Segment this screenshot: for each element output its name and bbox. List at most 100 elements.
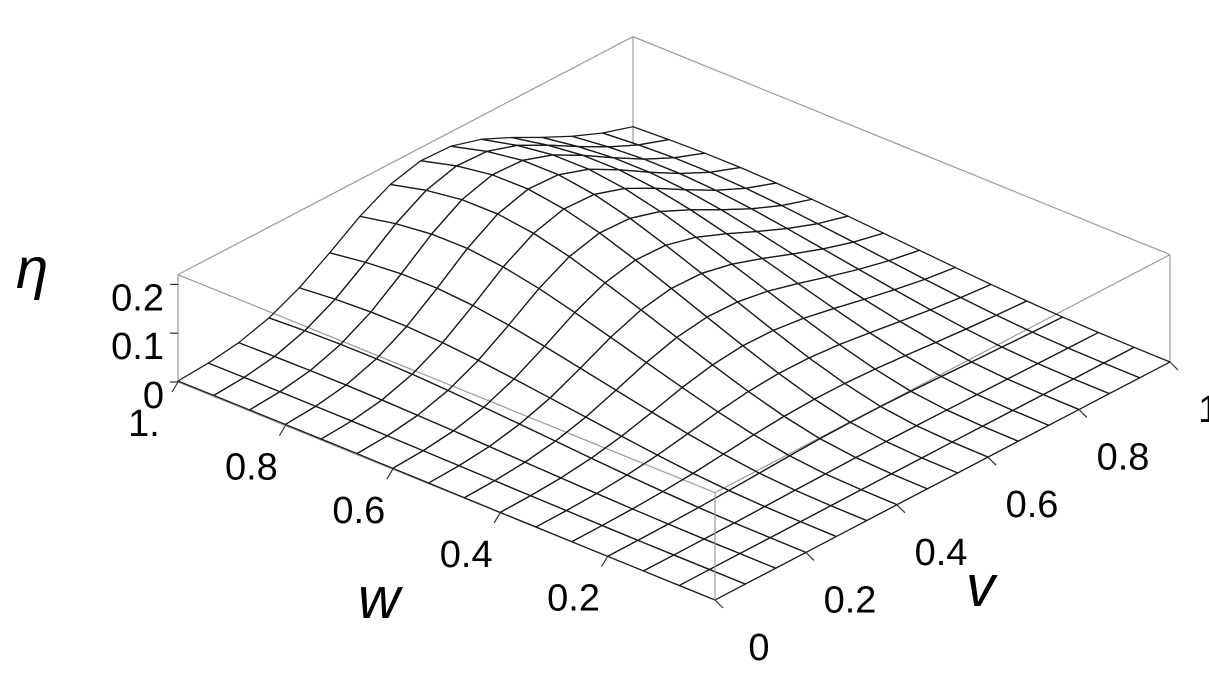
surface-patch xyxy=(416,389,485,432)
v-tick-label: 0 xyxy=(748,627,769,669)
v-tick-mark xyxy=(714,599,724,609)
surface-patch xyxy=(565,492,634,527)
surface-patch xyxy=(665,236,733,275)
w-tick-mark xyxy=(601,556,609,567)
surface-patch xyxy=(524,440,592,479)
w-tick-mark xyxy=(171,381,179,393)
surface-patch xyxy=(921,441,989,474)
surface-patch xyxy=(697,489,766,524)
surface-patch xyxy=(645,336,714,389)
surface-patch xyxy=(819,421,887,459)
surface-patch xyxy=(320,420,388,455)
v-tick-mark xyxy=(805,551,815,561)
surface-patch xyxy=(695,233,763,265)
surface-patch xyxy=(827,268,896,300)
surface-patch xyxy=(679,171,747,191)
surface-patch xyxy=(742,329,810,375)
v-tick-mark xyxy=(896,504,906,514)
surface-patch xyxy=(904,341,973,378)
surface-patch xyxy=(579,336,648,391)
surface-patch xyxy=(849,405,918,443)
eta-tick-label: 0 xyxy=(143,375,164,417)
surface-patch xyxy=(824,456,893,491)
v-tick-label: 1. xyxy=(1198,389,1209,431)
surface-patch xyxy=(499,495,568,528)
eta-tick-label: 0.2 xyxy=(111,277,164,319)
surface-patch xyxy=(436,247,504,307)
surface-patch xyxy=(676,316,744,366)
surface-patch xyxy=(970,346,1039,380)
surface-patch xyxy=(758,455,827,491)
x-axis-label: w xyxy=(358,566,403,631)
v-tick-label: 0.6 xyxy=(1006,484,1059,526)
surface-patch xyxy=(571,132,640,148)
surface-patch xyxy=(780,198,849,225)
surface-patch xyxy=(620,411,689,456)
surface-patch xyxy=(717,390,785,436)
surface-patch xyxy=(535,509,603,543)
surface-patch xyxy=(813,382,882,423)
surface-patch xyxy=(797,276,865,310)
surface-mesh xyxy=(177,126,1171,601)
surface-patch xyxy=(708,552,777,585)
surface-patch xyxy=(1012,393,1080,426)
surface-patch xyxy=(601,508,669,541)
surface-patch xyxy=(951,425,1019,458)
surface-patch xyxy=(648,171,717,191)
surface-patch xyxy=(243,355,311,393)
surface-patch xyxy=(791,248,860,278)
surface-patch xyxy=(585,389,653,437)
surface-patch xyxy=(1103,346,1171,379)
surface-patch xyxy=(466,213,535,268)
surface-patch xyxy=(598,217,667,261)
tick-labels: 1.0.80.60.40.200.20.40.60.81.00.10.2 xyxy=(111,277,1209,669)
surface-patch xyxy=(976,378,1044,412)
surface-patch xyxy=(248,391,317,426)
surface-patch xyxy=(778,357,846,400)
surface-patch xyxy=(392,450,460,484)
surface-patch xyxy=(799,505,868,538)
surface-patch xyxy=(656,433,725,474)
w-tick-label: 0.6 xyxy=(332,490,385,532)
surface-patch xyxy=(643,157,711,175)
surface-patch xyxy=(315,384,383,422)
surface-patch xyxy=(890,457,959,490)
surface-patch xyxy=(563,193,631,234)
surface-patch xyxy=(574,282,642,338)
surface-patch xyxy=(450,138,518,153)
tick-marks xyxy=(170,283,1179,609)
surface-patch xyxy=(502,232,570,290)
surface-patch xyxy=(670,272,739,318)
surface-patch xyxy=(673,538,741,571)
w-tick-mark xyxy=(278,425,286,436)
surface-patch xyxy=(568,232,637,284)
surface-patch xyxy=(604,259,672,311)
surface-patch xyxy=(910,375,978,411)
surface-patch xyxy=(364,223,433,275)
surface-patch xyxy=(689,209,758,235)
surface-patch xyxy=(477,324,546,380)
box-edge xyxy=(714,254,1171,494)
surface-patch xyxy=(513,345,581,399)
surface-patch xyxy=(494,461,562,497)
surface-patch xyxy=(706,301,774,347)
surface-patch xyxy=(946,393,1014,427)
surface-patch xyxy=(788,438,857,475)
v-tick-mark xyxy=(987,456,997,466)
surface-patch xyxy=(631,490,700,525)
surface-patch xyxy=(491,159,560,190)
surface-patch xyxy=(879,390,948,427)
surface-patch xyxy=(924,266,992,299)
surface-patch xyxy=(725,230,794,260)
w-tick-label: 0.2 xyxy=(547,577,600,619)
surface-patch xyxy=(651,386,719,435)
surface-patch xyxy=(538,255,606,314)
surface-patch xyxy=(309,343,378,386)
surface-patch xyxy=(981,409,1050,442)
surface-patch xyxy=(714,187,783,210)
surface-patch xyxy=(279,369,347,407)
surface-patch xyxy=(298,252,367,300)
surface-patch xyxy=(607,144,675,160)
w-tick-label: 1. xyxy=(128,403,160,445)
surface-patch xyxy=(642,554,711,587)
